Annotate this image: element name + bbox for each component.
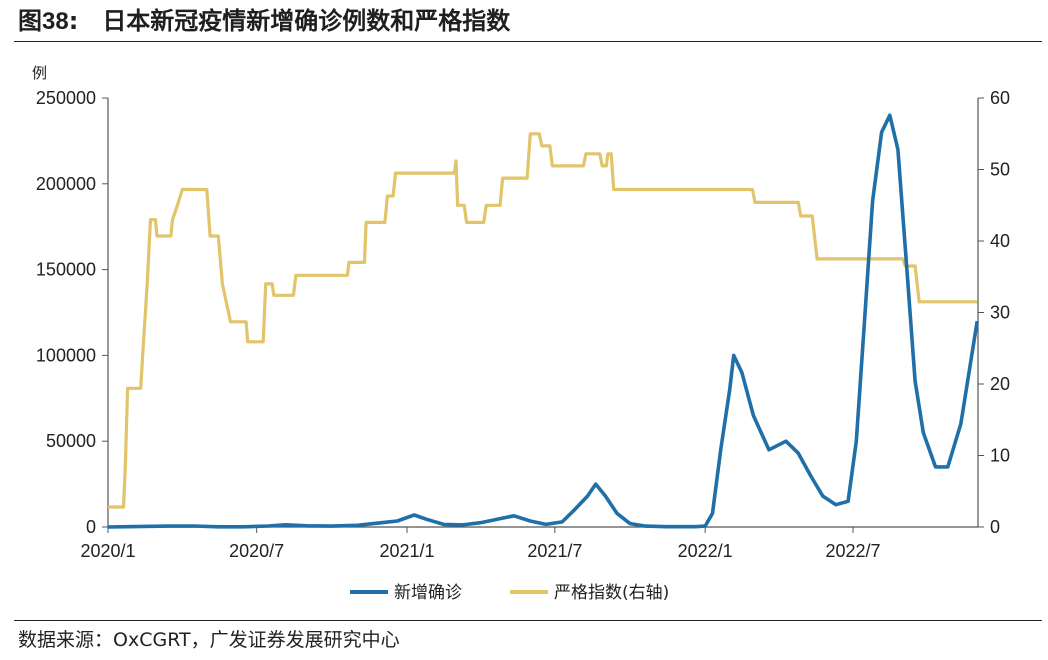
- y-right-tick-label: 50: [990, 160, 1010, 180]
- y-left-tick-label: 100000: [36, 345, 96, 365]
- figure-title-text: 日本新冠疫情新增确诊例数和严格指数: [102, 7, 511, 35]
- title-rule: [14, 41, 1042, 42]
- source-note: 数据来源：OxCGRT，广发证券发展研究中心: [18, 629, 400, 651]
- series-layer: [107, 113, 979, 529]
- y-right-tick-label: 20: [990, 374, 1010, 394]
- figure-title: 图38: 日本新冠疫情新增确诊例数和严格指数: [18, 7, 511, 35]
- x-tick-label: 2021/7: [527, 541, 582, 561]
- series-line-stringency: [108, 132, 978, 509]
- y-right-tick-label: 30: [990, 303, 1010, 323]
- source-rule: [14, 620, 1042, 621]
- x-tick-label: 2021/1: [379, 541, 434, 561]
- x-tick-label: 2022/1: [678, 541, 733, 561]
- y-left-tick-label: 150000: [36, 260, 96, 280]
- y-left-tick-label: 200000: [36, 174, 96, 194]
- y-right-tick-label: 10: [990, 446, 1010, 466]
- y-left-tick-label: 0: [86, 517, 96, 537]
- legend-label-cases: 新增确诊: [394, 583, 462, 603]
- x-tick-label: 2020/7: [229, 541, 284, 561]
- y-right-tick-label: 0: [990, 517, 1000, 537]
- axes: 250000 200000 150000 100000 50000 0 60 50 40 30 20…: [36, 88, 1010, 561]
- legend: 新增确诊 严格指数(右轴): [350, 583, 669, 603]
- x-tick-label: 2020/1: [80, 541, 135, 561]
- x-tick-label: 2022/7: [825, 541, 880, 561]
- y-unit-label: 例: [32, 64, 47, 82]
- y-right-tick-label: 40: [990, 231, 1010, 251]
- chart: 例 250000 200000 150000 100000 50000 0 60 50 40 30…: [32, 64, 1010, 603]
- y-left-tick-label: 50000: [46, 431, 96, 451]
- y-left-tick-label: 250000: [36, 88, 96, 108]
- series-line-cases: [107, 113, 979, 529]
- legend-label-stringency: 严格指数(右轴): [554, 583, 669, 603]
- y-right-tick-label: 60: [990, 88, 1010, 108]
